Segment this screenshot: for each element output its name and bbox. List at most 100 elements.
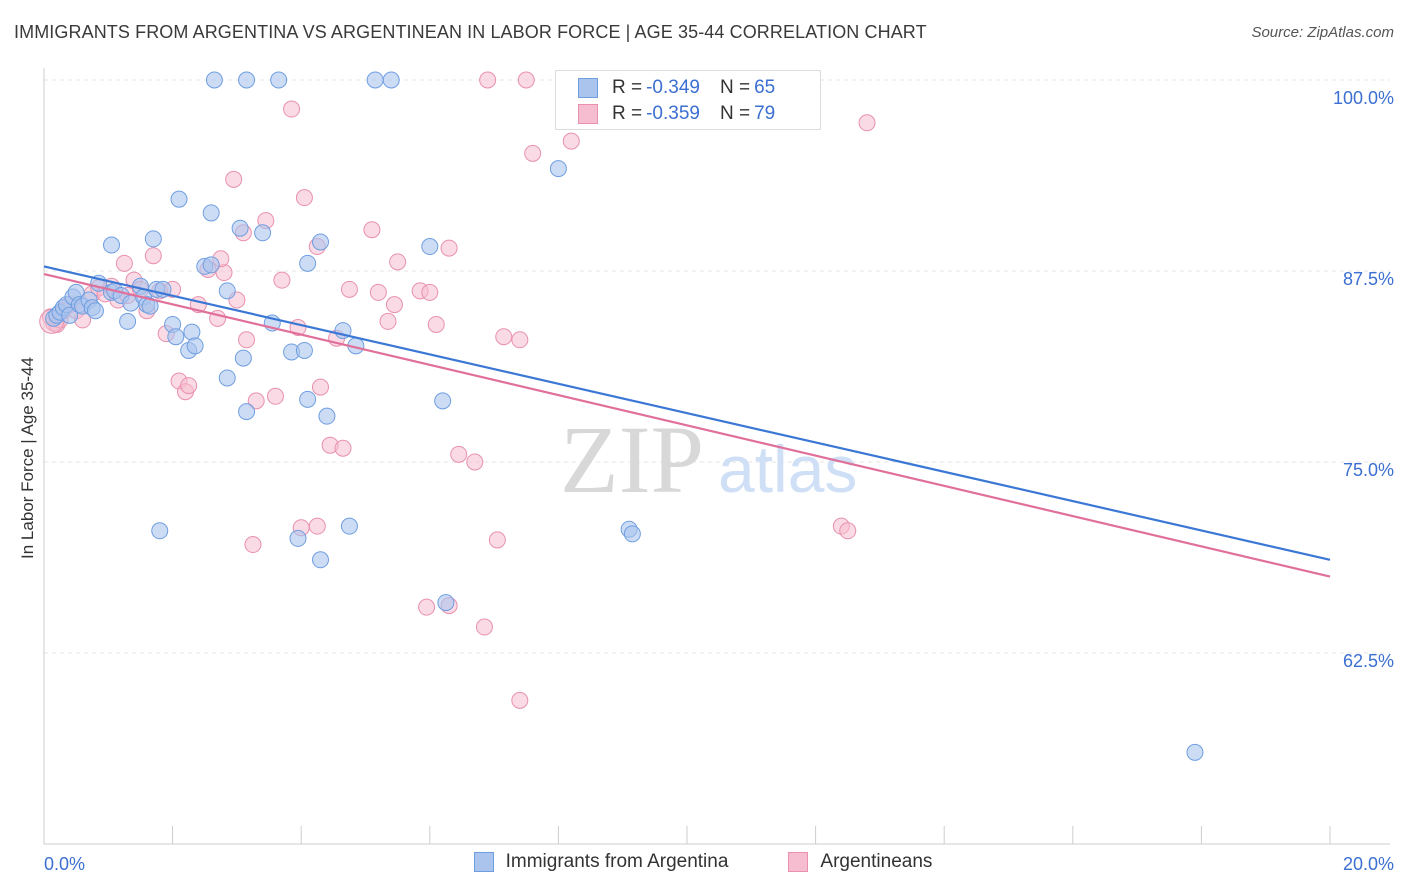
point-argentineans	[295, 189, 313, 207]
point-immigrants	[421, 238, 439, 256]
point-argentineans	[479, 71, 497, 89]
point-immigrants	[167, 328, 185, 346]
y-tick-label: 75.0%	[1343, 460, 1394, 480]
point-argentineans	[524, 144, 542, 162]
r-value: -0.359	[646, 103, 700, 124]
point-immigrants	[205, 71, 223, 89]
point-immigrants	[202, 256, 220, 274]
point-immigrants	[170, 190, 188, 208]
point-argentineans	[340, 280, 358, 298]
point-argentineans	[334, 439, 352, 457]
trend-line-immigrants	[43, 265, 1331, 561]
stats-legend: R = -0.349 N = 65 R = -0.359 N = 79	[555, 70, 821, 130]
r-value: -0.349	[646, 77, 700, 98]
point-argentineans	[244, 536, 262, 554]
point-immigrants	[86, 302, 104, 320]
trend-line-argentineans	[43, 272, 1331, 578]
point-immigrants	[299, 254, 317, 272]
x-tick-label: 20.0%	[1343, 854, 1394, 874]
point-argentineans	[517, 71, 535, 89]
point-argentineans	[247, 392, 265, 410]
x-tick-label: 0.0%	[44, 854, 85, 874]
stats-row-immigrants: R = -0.349 N = 65	[578, 75, 775, 101]
n-label: N =	[719, 77, 751, 98]
point-immigrants	[238, 71, 256, 89]
legend-label: Immigrants from Argentina	[505, 851, 729, 872]
points-immigrants	[45, 71, 1204, 761]
watermark: ZIP atlas	[560, 406, 857, 513]
point-immigrants	[549, 160, 567, 178]
point-immigrants	[234, 349, 252, 367]
point-argentineans	[421, 283, 439, 301]
point-argentineans	[475, 618, 493, 636]
point-immigrants	[151, 522, 169, 540]
watermark-atlas: atlas	[718, 432, 857, 506]
point-immigrants	[311, 233, 329, 251]
point-immigrants	[186, 337, 204, 355]
point-argentineans	[488, 531, 506, 549]
point-argentineans	[385, 296, 403, 314]
point-argentineans	[308, 517, 326, 535]
point-argentineans	[440, 239, 458, 257]
legend-swatch-blue	[578, 78, 598, 98]
y-tick-label: 87.5%	[1343, 269, 1394, 289]
point-immigrants	[311, 551, 329, 569]
legend-item-immigrants[interactable]: Immigrants from Argentina	[473, 851, 729, 873]
point-immigrants	[340, 517, 358, 535]
points-argentineans	[39, 71, 876, 709]
y-tick-label: 62.5%	[1343, 651, 1394, 671]
point-immigrants	[61, 306, 79, 324]
point-argentineans	[363, 221, 381, 239]
point-argentineans	[858, 114, 876, 132]
point-argentineans	[311, 378, 329, 396]
n-label: N =	[719, 103, 751, 124]
point-argentineans	[144, 247, 162, 265]
legend-item-argentineans[interactable]: Argentineans	[788, 851, 932, 873]
r-label: R =	[612, 77, 643, 98]
point-immigrants	[218, 369, 236, 387]
grid-lines	[44, 79, 1390, 654]
point-argentineans	[511, 691, 529, 709]
stats-row-argentineans: R = -0.359 N = 79	[578, 101, 775, 127]
point-argentineans	[389, 253, 407, 271]
point-argentineans	[495, 328, 513, 346]
point-argentineans	[427, 315, 445, 333]
point-immigrants	[623, 525, 641, 543]
point-argentineans	[225, 170, 243, 188]
n-value: 79	[754, 103, 776, 124]
point-argentineans	[369, 283, 387, 301]
point-immigrants	[202, 204, 220, 222]
r-label: R =	[612, 103, 643, 124]
y-tick-label: 100.0%	[1333, 88, 1394, 108]
point-argentineans	[180, 377, 198, 395]
point-immigrants	[270, 71, 288, 89]
point-argentineans	[511, 331, 529, 349]
point-immigrants	[437, 594, 455, 612]
point-argentineans	[283, 100, 301, 118]
point-immigrants	[238, 403, 256, 421]
point-argentineans	[266, 387, 284, 405]
point-immigrants	[1186, 743, 1204, 761]
point-argentineans	[379, 312, 397, 330]
point-argentineans	[273, 271, 291, 289]
point-immigrants	[119, 312, 137, 330]
chart-title: IMMIGRANTS FROM ARGENTINA VS ARGENTINEAN…	[14, 22, 927, 42]
point-argentineans	[839, 522, 857, 540]
point-immigrants	[366, 71, 384, 89]
point-immigrants	[144, 230, 162, 248]
point-immigrants	[231, 219, 249, 237]
watermark-zip: ZIP	[560, 406, 704, 513]
point-immigrants	[382, 71, 400, 89]
point-argentineans	[562, 132, 580, 150]
point-argentineans	[115, 254, 133, 272]
point-argentineans	[238, 331, 256, 349]
legend-label: Argentineans	[820, 851, 933, 872]
legend-swatch-pink	[788, 852, 809, 872]
point-immigrants	[218, 282, 236, 300]
point-immigrants	[295, 341, 313, 359]
legend-swatch-pink	[578, 104, 598, 124]
point-argentineans	[450, 445, 468, 463]
point-immigrants	[318, 407, 336, 425]
series-legend: Immigrants from Argentina Argentineans	[0, 851, 1406, 873]
